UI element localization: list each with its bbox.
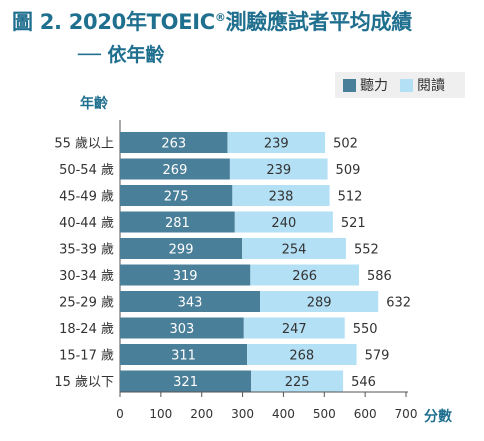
data-label-listening: 275 xyxy=(164,190,189,205)
data-label-reading: 239 xyxy=(264,137,289,152)
bar-reading xyxy=(229,158,328,180)
total-label: 512 xyxy=(338,190,363,205)
data-label-reading: 289 xyxy=(307,296,332,311)
total-label: 632 xyxy=(386,296,411,311)
category-label: 15-17 歲 xyxy=(59,349,114,364)
bar-listening xyxy=(120,370,252,392)
bar-reading xyxy=(232,185,330,206)
category-label: 25-29 歲 xyxy=(59,296,114,311)
x-tick-label: 200 xyxy=(190,407,213,421)
x-tick-label: 400 xyxy=(272,407,295,421)
total-label: 509 xyxy=(336,163,361,178)
bar-reading xyxy=(250,264,360,286)
data-label-listening: 319 xyxy=(173,269,198,284)
data-label-listening: 299 xyxy=(169,243,194,258)
x-axis-label: 分數 xyxy=(424,408,452,425)
category-label: 30-34 歲 xyxy=(59,269,114,284)
bar-reading xyxy=(251,370,344,392)
total-label: 552 xyxy=(354,243,379,258)
category-label: 45-49 歲 xyxy=(59,190,114,205)
data-label-reading: 225 xyxy=(285,375,310,390)
bar-listening xyxy=(120,344,248,365)
x-tick-label: 0 xyxy=(116,407,124,421)
legend-swatch-reading xyxy=(400,78,413,92)
data-label-reading: 238 xyxy=(269,190,294,205)
chart-subtitle: ── 依年齡 xyxy=(78,44,165,66)
x-tick-label: 500 xyxy=(313,407,336,421)
bar-listening xyxy=(120,158,230,180)
total-label: 579 xyxy=(365,349,390,364)
bar-reading xyxy=(234,211,333,233)
bar-reading xyxy=(260,291,379,312)
bar-reading xyxy=(247,344,357,365)
bar-listening xyxy=(120,211,235,233)
total-label: 546 xyxy=(351,375,376,390)
data-label-listening: 303 xyxy=(169,322,194,337)
data-label-listening: 321 xyxy=(173,375,198,390)
legend-item-listening: 聽力 xyxy=(343,75,388,95)
data-label-listening: 263 xyxy=(161,137,186,152)
data-label-reading: 254 xyxy=(282,243,307,258)
bar-reading xyxy=(227,132,326,153)
data-label-listening: 343 xyxy=(178,296,203,311)
x-tick-label: 600 xyxy=(354,407,377,421)
legend-label-listening: 聽力 xyxy=(360,78,388,94)
category-label: 55 歲以上 xyxy=(54,137,114,152)
total-label: 550 xyxy=(353,322,378,337)
bar-reading xyxy=(243,317,345,339)
bar-listening xyxy=(120,291,261,312)
category-label: 50-54 歲 xyxy=(59,163,114,178)
data-label-reading: 266 xyxy=(292,269,317,284)
data-label-reading: 268 xyxy=(289,349,314,364)
legend-swatch-listening xyxy=(343,78,356,92)
data-label-listening: 281 xyxy=(165,216,190,231)
x-tick-label: 300 xyxy=(231,407,254,421)
data-label-listening: 269 xyxy=(163,163,188,178)
bar-listening xyxy=(120,132,228,153)
total-label: 502 xyxy=(333,137,358,152)
x-tick-label: 100 xyxy=(149,407,172,421)
category-label: 35-39 歲 xyxy=(59,243,114,258)
total-label: 586 xyxy=(367,269,392,284)
data-label-reading: 239 xyxy=(266,163,291,178)
y-axis-label: 年齡 xyxy=(80,95,108,112)
total-label: 521 xyxy=(341,216,366,231)
chart-title: 圖 2. 2020年TOEIC®測驗應試者平均成績 xyxy=(12,10,412,34)
bar-listening xyxy=(120,317,244,339)
bar-listening xyxy=(120,185,233,206)
data-label-reading: 240 xyxy=(271,216,296,231)
x-tick-label: 700 xyxy=(395,407,418,421)
data-label-listening: 311 xyxy=(171,349,196,364)
category-label: 40-44 歲 xyxy=(59,216,114,231)
legend: 聽力 閱讀 xyxy=(335,72,465,98)
bar-listening xyxy=(120,264,251,286)
bar-listening xyxy=(120,238,243,259)
legend-label-reading: 閱讀 xyxy=(417,78,445,94)
category-label: 18-24 歲 xyxy=(59,322,114,337)
bar-reading xyxy=(242,238,346,259)
legend-item-reading: 閱讀 xyxy=(400,75,445,95)
category-label: 15 歲以下 xyxy=(54,375,114,390)
data-label-reading: 247 xyxy=(282,322,307,337)
